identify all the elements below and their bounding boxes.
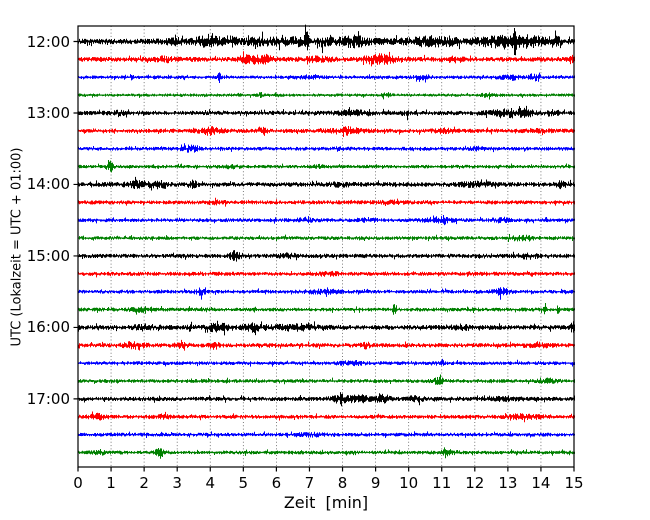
x-tick-label: 15 [564, 474, 584, 492]
x-tick-label: 8 [337, 474, 348, 492]
y-tick-label: 14:00 [26, 175, 70, 194]
x-tick-label: 5 [238, 474, 249, 492]
x-tick-label: 13 [498, 474, 518, 492]
x-tick-label: 9 [370, 474, 381, 492]
x-tick-label: 12 [465, 474, 485, 492]
x-tick-label: 1 [106, 474, 116, 492]
y-tick-label: 17:00 [26, 389, 70, 408]
x-tick-label: 3 [172, 474, 182, 492]
x-tick-label: 11 [432, 474, 452, 492]
x-tick-label: 0 [73, 474, 83, 492]
x-tick-label: 6 [271, 474, 282, 492]
y-tick-label: 13:00 [26, 103, 70, 122]
x-tick-label: 10 [399, 474, 419, 492]
x-axis-label: Zeit [min] [283, 493, 369, 512]
x-tick-label: 4 [205, 474, 216, 492]
x-tick-label: 2 [139, 474, 149, 492]
y-tick-label: 12:00 [26, 32, 70, 51]
y-tick-label: 15:00 [26, 246, 70, 265]
y-tick-label: 16:00 [26, 318, 70, 337]
x-tick-label: 14 [531, 474, 551, 492]
x-tick-label: 7 [304, 474, 315, 492]
